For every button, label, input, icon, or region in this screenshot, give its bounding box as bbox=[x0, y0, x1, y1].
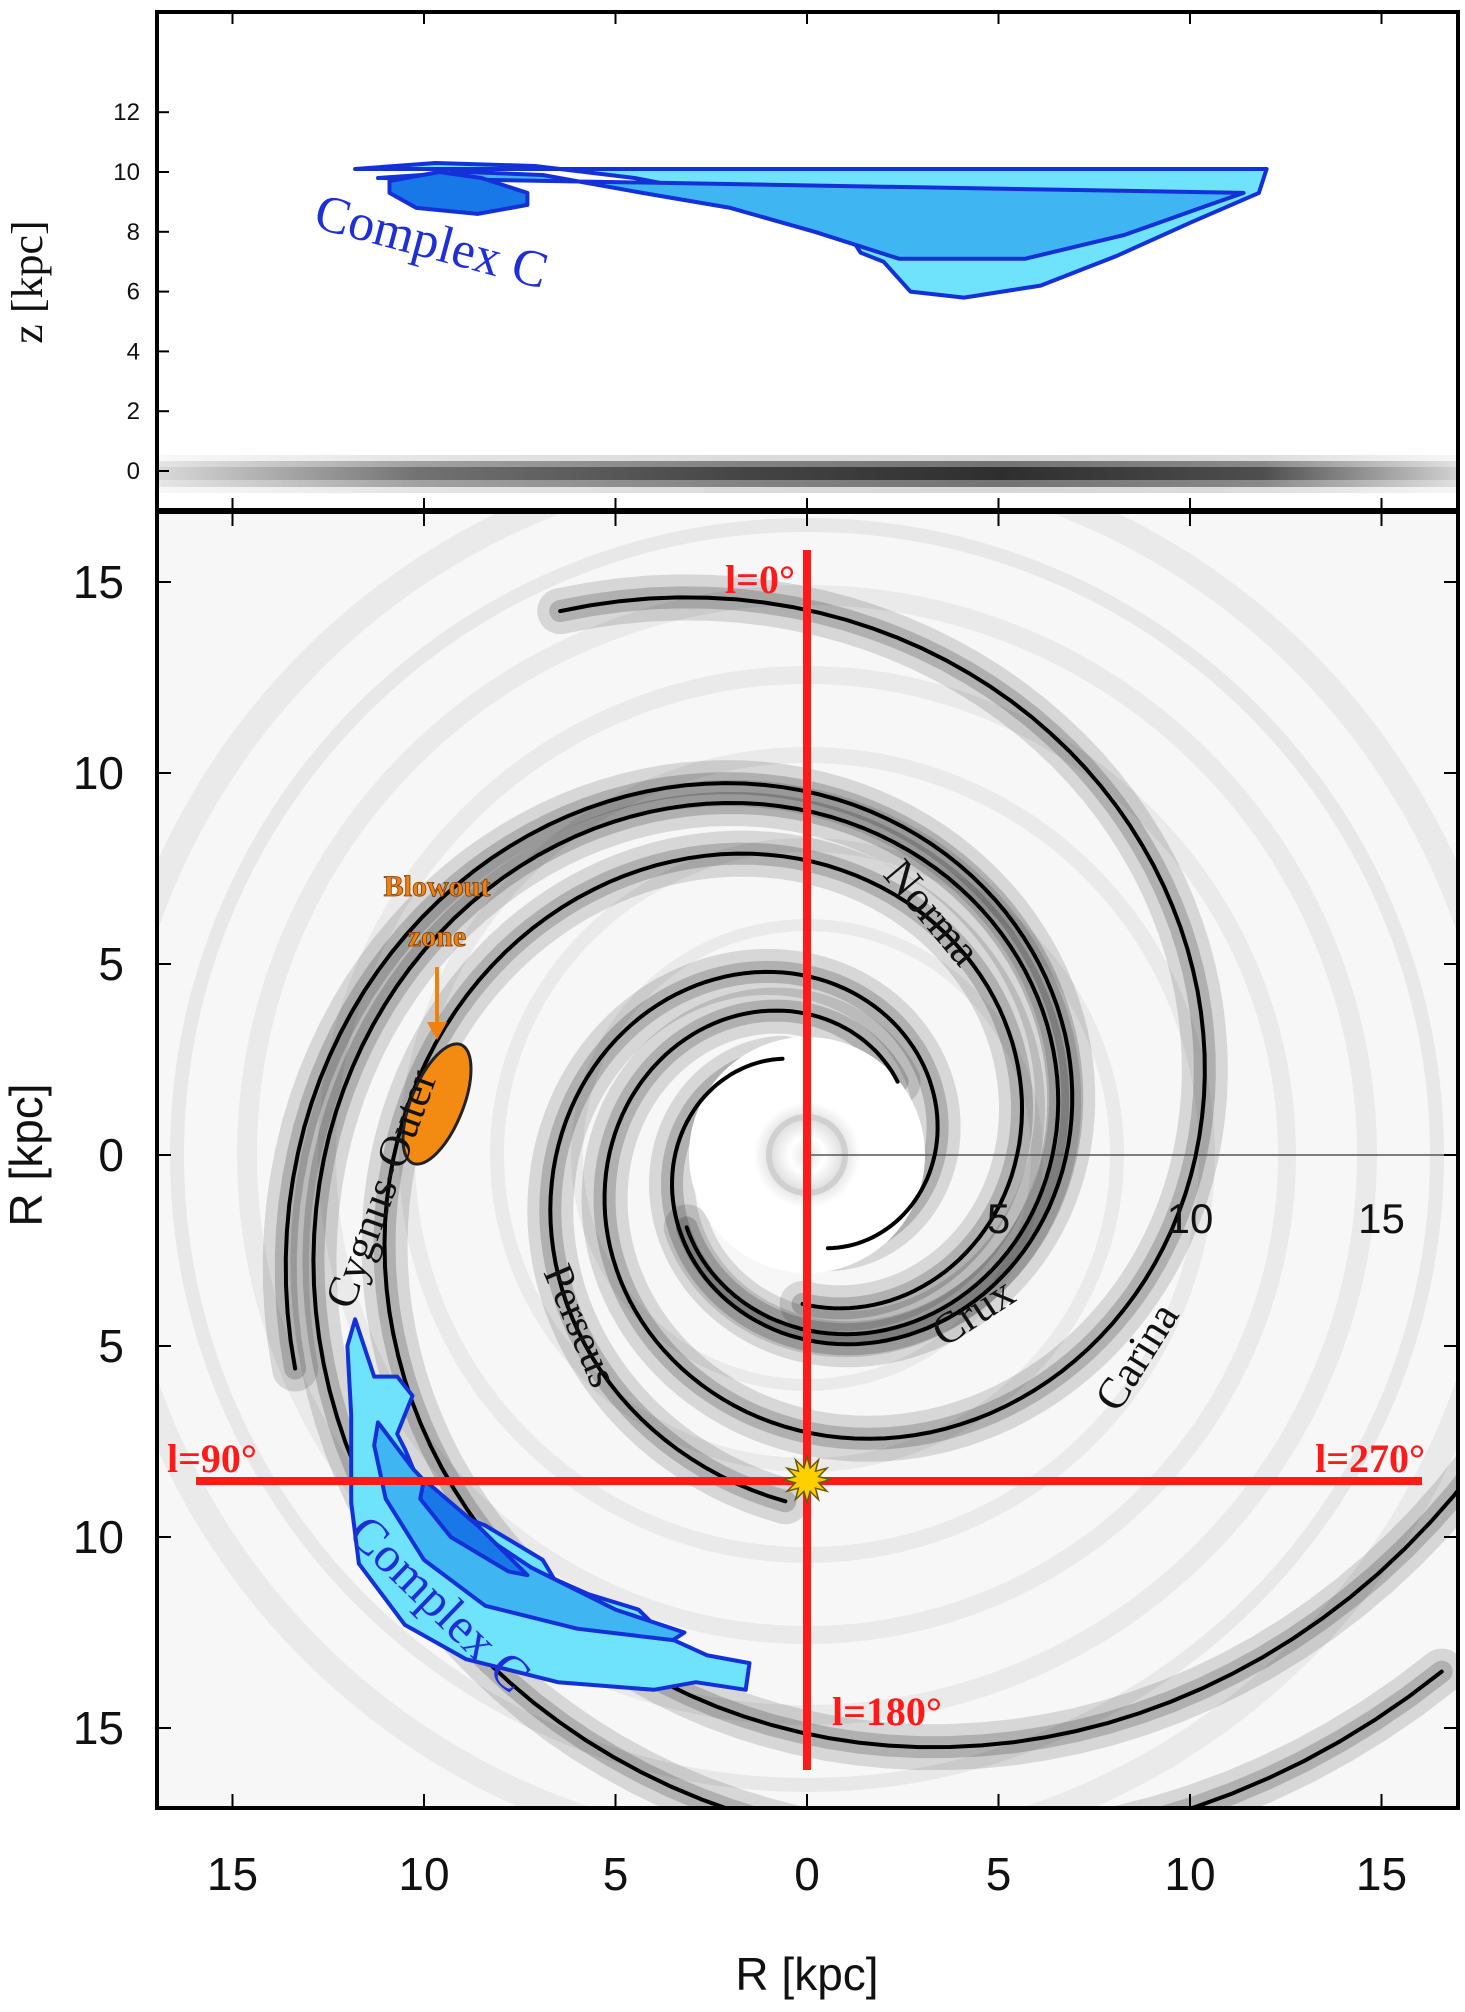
bottom-x-tick-label: 10 bbox=[1164, 1848, 1215, 1900]
inner-x-tick-label: 5 bbox=[987, 1195, 1010, 1242]
blowout-label-line2: zone bbox=[408, 920, 466, 953]
bottom-x-axis-label: R [kpc] bbox=[735, 1948, 878, 2000]
bottom-panel-frame bbox=[155, 510, 1460, 1810]
inner-x-ticks: 5 10 15 bbox=[987, 1195, 1405, 1242]
blowout-label-line1: Blowout bbox=[384, 870, 491, 903]
complex-c-top-contour-middle bbox=[376, 170, 1246, 261]
complex-c-top-contours bbox=[353, 161, 1269, 300]
bottom-y-tick-label: 5 bbox=[98, 1320, 124, 1372]
top-panel-background bbox=[157, 12, 1458, 510]
top-y-tick-label: 2 bbox=[127, 398, 140, 425]
sun-icon bbox=[781, 1453, 833, 1506]
complex-c-top-contour-inner bbox=[387, 170, 530, 216]
bottom-y-tick-label: 15 bbox=[73, 1702, 124, 1754]
bottom-x-tick-label: 15 bbox=[1356, 1848, 1407, 1900]
complex-c-bottom-contour-inner bbox=[418, 1477, 530, 1578]
disk-band-core bbox=[157, 467, 1458, 480]
blowout-arrow bbox=[427, 967, 447, 1040]
longitude-label-0: l=0° bbox=[725, 557, 795, 602]
bottom-x-tick-label: 10 bbox=[398, 1848, 449, 1900]
arm-line-crux bbox=[283, 781, 1075, 1371]
arm-line-carina bbox=[311, 800, 1444, 1808]
inner-x-tick-label: 10 bbox=[1167, 1195, 1214, 1242]
bottom-panel: Blowout zone Norma Crux Carina Perseus C… bbox=[0, 510, 1460, 2000]
bottom-x-tick-label: 0 bbox=[794, 1848, 820, 1900]
disk-band bbox=[157, 455, 1458, 493]
bottom-y-tick-label: 5 bbox=[98, 938, 124, 990]
bottom-y-tick-label: 15 bbox=[73, 556, 124, 608]
bottom-x-tick-label: 5 bbox=[986, 1848, 1012, 1900]
top-y-tick-label: 8 bbox=[127, 219, 140, 246]
bottom-y-tick-label: 10 bbox=[73, 747, 124, 799]
inner-x-tick-label: 15 bbox=[1358, 1195, 1405, 1242]
top-y-tick-label: 12 bbox=[113, 99, 140, 126]
longitude-label-180: l=180° bbox=[832, 1689, 942, 1734]
bottom-x-tick-label: 5 bbox=[603, 1848, 629, 1900]
complex-c-bottom-contours bbox=[345, 1317, 752, 1692]
longitude-label-90: l=90° bbox=[167, 1436, 257, 1481]
bottom-ticks: 15 10 5 0 5 10 15 15 10 5 0 5 10 15 bbox=[73, 512, 1458, 1900]
bottom-y-axis-label: R [kpc] bbox=[0, 1083, 52, 1226]
arm-line-perseus bbox=[558, 595, 1207, 1441]
bottom-y-tick-label: 0 bbox=[98, 1129, 124, 1181]
top-y-tick-label: 0 bbox=[127, 458, 140, 485]
top-y-axis-label: z [kpc] bbox=[3, 220, 52, 343]
arm-line-norma bbox=[548, 969, 940, 1504]
arms-lines bbox=[283, 595, 1458, 1808]
complex-c-bottom-contour-outer bbox=[345, 1317, 752, 1692]
top-y-tick-label: 10 bbox=[113, 159, 140, 186]
blowout-zone-ellipse bbox=[401, 1042, 473, 1166]
top-y-tick-label: 6 bbox=[127, 279, 140, 306]
bottom-x-tick-label: 15 bbox=[207, 1848, 258, 1900]
longitude-label-270: l=270° bbox=[1315, 1436, 1425, 1481]
bottom-y-tick-label: 10 bbox=[73, 1511, 124, 1563]
top-y-tick-label: 4 bbox=[127, 338, 140, 365]
arm-line-cygnus-outer bbox=[382, 851, 1458, 1750]
